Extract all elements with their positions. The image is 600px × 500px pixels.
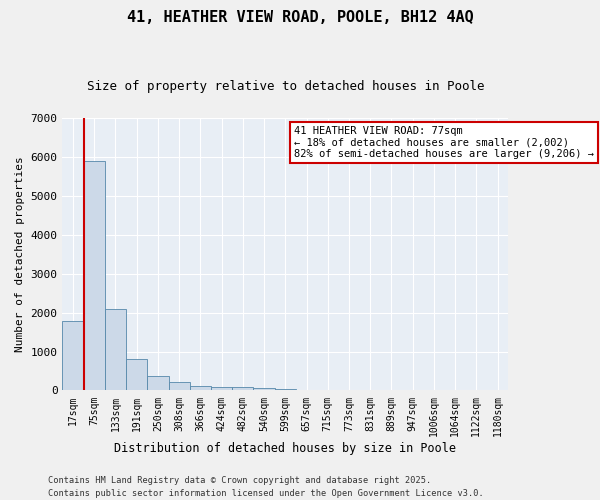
Bar <box>169 382 190 390</box>
Bar <box>232 388 253 390</box>
Bar <box>190 386 211 390</box>
Title: Size of property relative to detached houses in Poole: Size of property relative to detached ho… <box>86 80 484 93</box>
Text: 41 HEATHER VIEW ROAD: 77sqm
← 18% of detached houses are smaller (2,002)
82% of : 41 HEATHER VIEW ROAD: 77sqm ← 18% of det… <box>294 126 594 159</box>
Bar <box>275 389 296 390</box>
Bar <box>211 387 232 390</box>
Bar <box>62 321 83 390</box>
Bar <box>253 388 275 390</box>
Text: 41, HEATHER VIEW ROAD, POOLE, BH12 4AQ: 41, HEATHER VIEW ROAD, POOLE, BH12 4AQ <box>127 10 473 25</box>
Bar <box>83 160 105 390</box>
Y-axis label: Number of detached properties: Number of detached properties <box>15 156 25 352</box>
Text: Contains HM Land Registry data © Crown copyright and database right 2025.
Contai: Contains HM Land Registry data © Crown c… <box>48 476 484 498</box>
Bar <box>105 308 126 390</box>
Bar <box>126 358 148 390</box>
X-axis label: Distribution of detached houses by size in Poole: Distribution of detached houses by size … <box>115 442 457 455</box>
Bar <box>148 376 169 390</box>
